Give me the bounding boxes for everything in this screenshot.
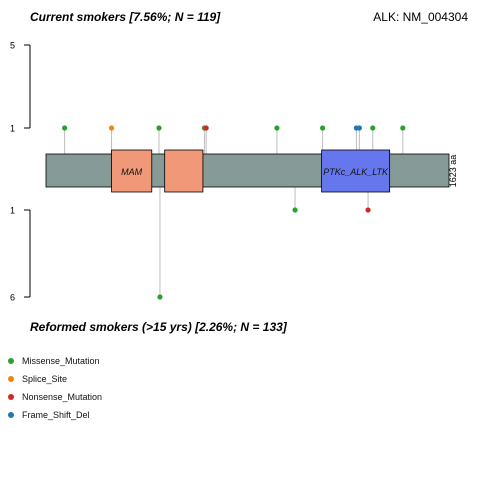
- legend: Missense_Mutation Splice_Site Nonsense_M…: [8, 352, 102, 424]
- top-mutation-point-6: [320, 125, 326, 131]
- bottom-y-tick-label-0: 1: [10, 206, 15, 216]
- bottom-y-tick-label-1: 6: [10, 293, 15, 303]
- legend-label-missense: Missense_Mutation: [22, 356, 100, 366]
- bottom-panel-title: Reformed smokers (>15 yrs) [2.26%; N = 1…: [30, 320, 287, 334]
- domain-label-0: MAM: [121, 167, 143, 177]
- legend-swatch-splice: [8, 376, 14, 382]
- legend-label-nonsense: Nonsense_Mutation: [22, 392, 103, 402]
- legend-item-nonsense: Nonsense_Mutation: [8, 388, 102, 406]
- top-mutation-point-2: [156, 125, 162, 131]
- protein-length-label: 1623 aa: [448, 155, 458, 188]
- bottom-mutation-point-1: [292, 207, 298, 213]
- legend-item-splice: Splice_Site: [8, 370, 102, 388]
- gene-label: ALK: NM_004304: [373, 10, 468, 24]
- top-mutation-point-9: [370, 125, 376, 131]
- top-mutation-point-5: [274, 125, 280, 131]
- domain-1: [164, 149, 204, 193]
- domain-label-2: PTKc_ALK_LTK: [323, 167, 389, 177]
- top-mutation-point-1: [108, 125, 115, 131]
- top-y-tick-label-1: 5: [10, 41, 15, 51]
- legend-swatch-nonsense: [8, 394, 14, 400]
- top-panel-title: Current smokers [7.56%; N = 119]: [30, 10, 221, 24]
- bottom-mutation-point-2: [365, 207, 371, 213]
- legend-label-splice: Splice_Site: [22, 374, 68, 384]
- legend-swatch-missense: [8, 358, 14, 364]
- top-mutation-point-10: [400, 125, 406, 131]
- top-y-tick-label-0: 1: [10, 124, 15, 134]
- domain-2: [321, 149, 391, 193]
- legend-label-frameshift: Frame_Shift_Del: [22, 410, 90, 420]
- top-mutation-point-0: [62, 125, 68, 131]
- domain-0: [111, 149, 153, 193]
- legend-swatch-frameshift: [8, 412, 14, 418]
- top-mutation-point-4: [203, 125, 209, 131]
- legend-item-missense: Missense_Mutation: [8, 352, 102, 370]
- top-mutation-point-8: [356, 125, 362, 131]
- bottom-mutation-point-0: [157, 294, 163, 300]
- legend-item-frameshift: Frame_Shift_Del: [8, 406, 102, 424]
